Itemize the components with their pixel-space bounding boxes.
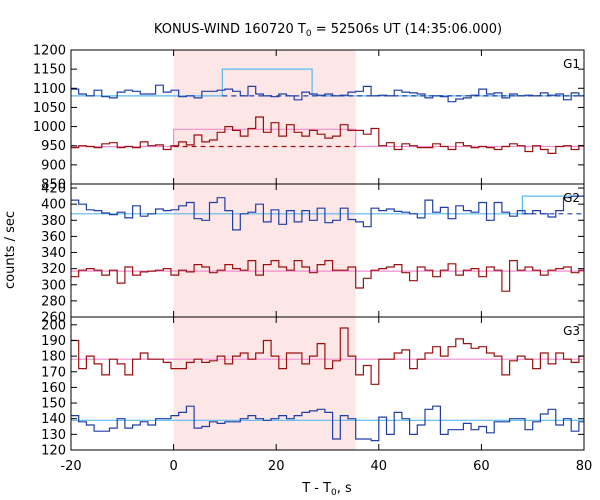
series-g1-red: [71, 116, 584, 154]
series-g1-blue: [71, 84, 584, 103]
y-tick-label: 130: [41, 428, 66, 443]
y-tick-label: 120: [41, 444, 66, 459]
y-tick-label: 360: [41, 230, 66, 245]
x-tick-label: -20: [60, 459, 81, 474]
y-tick-label: 180: [41, 350, 66, 365]
y-tick-label: 950: [41, 139, 66, 154]
y-tick-label: 1000: [33, 120, 66, 135]
shaded-interval-layer: [173, 50, 356, 450]
y-tick-label: 280: [41, 294, 66, 309]
panel-g2: [71, 195, 584, 292]
panel-label: G1: [563, 57, 580, 71]
y-axis-title: counts / sec: [3, 211, 18, 289]
panel-g3: [71, 327, 584, 442]
level-line-g2-0: [71, 195, 584, 215]
frame-layer: 85090095010001050110011501200G1260280300…: [33, 44, 592, 475]
y-tick-label: 420: [41, 182, 66, 197]
x-tick-label: 0: [169, 459, 177, 474]
y-tick-label: 170: [41, 365, 66, 380]
y-tick-label: 150: [41, 397, 66, 412]
panel-layer: [71, 68, 584, 442]
series-g2-blue: [71, 195, 584, 231]
y-tick-label: 300: [41, 278, 66, 293]
x-axis-title: T - T0, s: [301, 481, 352, 498]
panel-g1: [71, 68, 584, 154]
y-tick-label: 850: [41, 178, 66, 193]
y-tick-label: 900: [41, 158, 66, 173]
shaded-interval: [173, 50, 356, 450]
x-tick-label: 40: [371, 459, 388, 474]
y-tick-label: 1150: [33, 63, 66, 78]
y-tick-label: 400: [41, 198, 66, 213]
y-tick-label: 1200: [33, 44, 66, 59]
y-tick-label: 160: [41, 381, 66, 396]
x-tick-label: 60: [473, 459, 490, 474]
panel-label: G2: [563, 191, 580, 205]
y-tick-label: 1050: [33, 101, 66, 116]
y-tick-label: 190: [41, 334, 66, 349]
panel-frame-g3: [70, 316, 585, 451]
chart-title: KONUS-WIND 160720 T0 = 52506s UT (14:35:…: [154, 22, 502, 39]
series-g2-red: [71, 260, 584, 292]
y-tick-label: 320: [41, 262, 66, 277]
x-tick-label: 20: [268, 459, 285, 474]
y-tick-label: 380: [41, 214, 66, 229]
panel-label: G3: [563, 324, 580, 338]
y-tick-label: 200: [41, 318, 66, 333]
y-tick-label: 140: [41, 412, 66, 427]
x-tick-label: 80: [576, 459, 593, 474]
y-tick-label: 340: [41, 246, 66, 261]
series-g3-blue: [71, 405, 584, 442]
series-g3-red: [71, 327, 584, 385]
y-tick-label: 1100: [33, 82, 66, 97]
y-tick-label: 260: [41, 311, 66, 326]
